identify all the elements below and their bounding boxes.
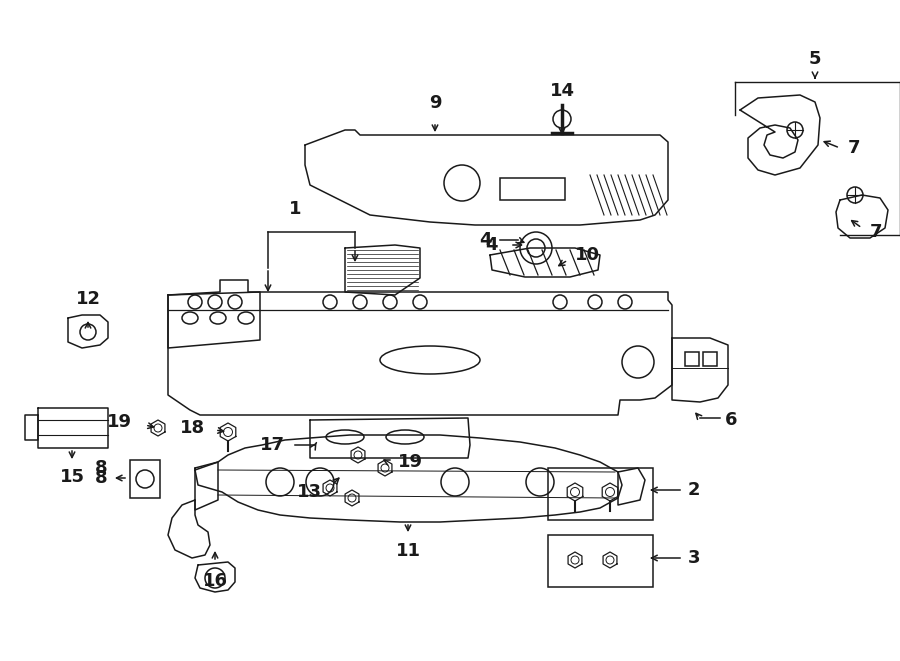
Bar bbox=[500, 178, 565, 200]
Text: 2: 2 bbox=[688, 481, 700, 499]
Text: 4: 4 bbox=[485, 236, 498, 254]
Text: 19: 19 bbox=[398, 453, 423, 471]
Text: 10: 10 bbox=[575, 246, 600, 264]
Bar bbox=[703, 352, 717, 366]
Text: 18: 18 bbox=[180, 419, 205, 437]
Text: 3: 3 bbox=[688, 549, 700, 567]
Text: 11: 11 bbox=[395, 542, 420, 560]
Text: 9: 9 bbox=[428, 94, 441, 112]
Text: 7: 7 bbox=[848, 139, 860, 157]
Text: 8: 8 bbox=[95, 469, 108, 487]
Text: 17: 17 bbox=[260, 436, 285, 454]
Text: 8: 8 bbox=[95, 459, 108, 477]
Text: 16: 16 bbox=[202, 572, 228, 590]
Text: 13: 13 bbox=[297, 483, 322, 501]
Text: 19: 19 bbox=[107, 413, 132, 431]
Bar bbox=[130, 460, 160, 498]
Text: 7: 7 bbox=[870, 223, 883, 241]
Text: 5: 5 bbox=[809, 50, 821, 68]
Text: 6: 6 bbox=[725, 411, 737, 429]
Bar bbox=[548, 468, 653, 520]
Text: 14: 14 bbox=[550, 82, 574, 100]
Bar bbox=[685, 352, 699, 366]
Bar bbox=[548, 535, 653, 587]
Text: 15: 15 bbox=[59, 468, 85, 486]
Text: 1: 1 bbox=[289, 200, 302, 218]
Text: 4: 4 bbox=[480, 231, 492, 249]
Text: 12: 12 bbox=[76, 290, 101, 308]
